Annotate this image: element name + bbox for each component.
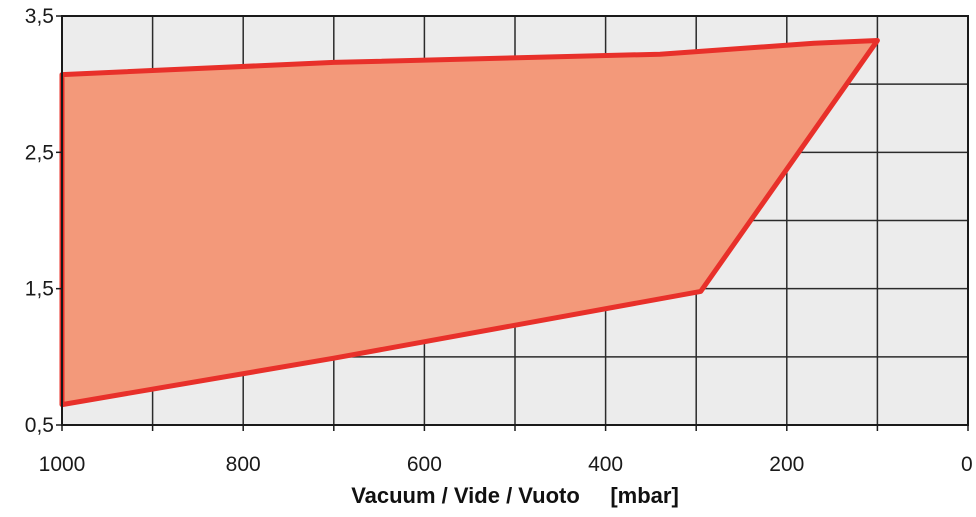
operating-range-area (59, 38, 880, 408)
x-tick-label: 200 (769, 453, 804, 476)
y-tick-label: 0,5 (25, 414, 54, 437)
x-axis-label: Vacuum / Vide / Vuoto [mbar] (351, 483, 679, 508)
y-tick-label: 2,5 (25, 141, 54, 164)
x-axis-ticks: 1000 800 600 400 200 0 (39, 425, 973, 476)
data-area (59, 38, 880, 408)
y-axis-ticks: 0,5 1,5 2,5 3,5 (25, 5, 62, 437)
x-tick-label: 0 (961, 453, 973, 476)
x-tick-label: 400 (588, 453, 623, 476)
y-tick-label: 1,5 (25, 278, 54, 301)
y-tick-label: 3,5 (25, 5, 54, 28)
x-tick-label: 800 (226, 453, 261, 476)
x-tick-label: 600 (407, 453, 442, 476)
x-tick-label: 1000 (39, 453, 86, 476)
